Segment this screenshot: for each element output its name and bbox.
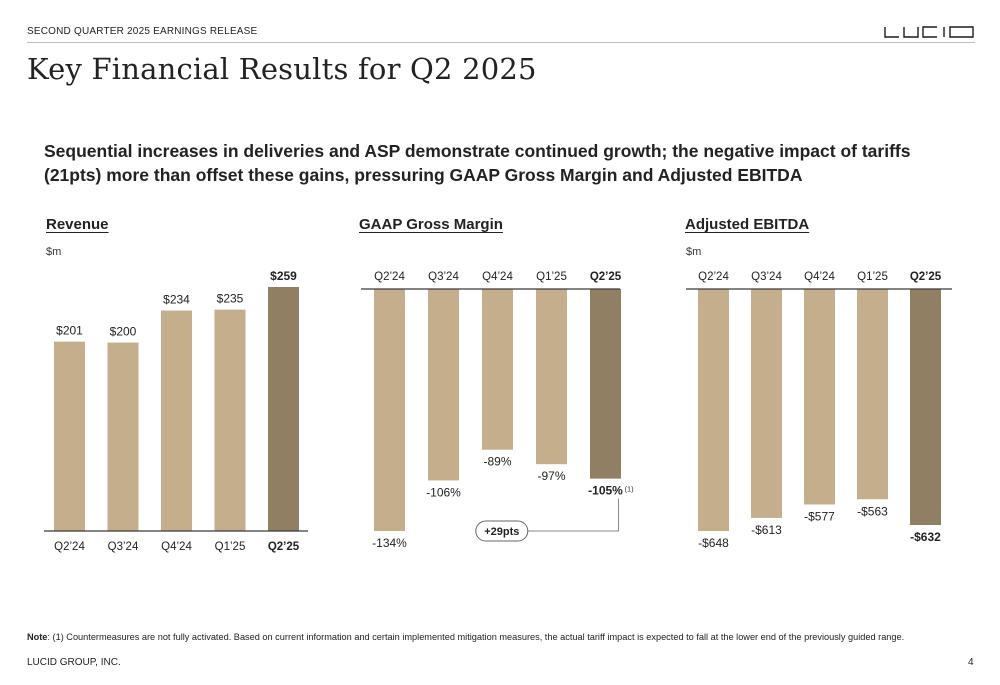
- gross-margin-tick-label: Q4’24: [482, 271, 513, 283]
- gross-margin-data-label: -106%: [426, 485, 461, 499]
- page-number: 4: [968, 657, 974, 668]
- gross-margin-tick-label: Q2’25: [590, 271, 622, 283]
- header-divider: [27, 42, 975, 43]
- ebitda-data-label: -$613: [751, 523, 782, 537]
- revenue-tick-label: Q1’25: [215, 541, 246, 553]
- revenue-tick-label: Q2’25: [268, 541, 300, 553]
- revenue-data-label: $259: [270, 269, 297, 283]
- revenue-bar: [107, 342, 139, 531]
- ebitda-bar: [751, 289, 782, 518]
- ebitda-tick-label: Q2’24: [698, 271, 729, 283]
- gross-margin-change-pill: [475, 520, 529, 542]
- ebitda-bar: [910, 289, 941, 526]
- ebitda-tick-label: Q3’24: [751, 271, 782, 283]
- revenue-bar: [54, 341, 85, 531]
- gross-margin-data-label: -134%: [372, 536, 407, 550]
- gross-margin-tick-label: Q2’24: [374, 271, 405, 283]
- ebitda-tick-label: Q1’25: [857, 271, 888, 283]
- revenue-bar: [161, 310, 192, 531]
- revenue-data-label: $235: [217, 292, 244, 306]
- revenue-tick-label: Q3’24: [108, 541, 139, 553]
- gross-margin-bar: [482, 289, 513, 450]
- revenue-tick-label: Q2’24: [54, 541, 85, 553]
- revenue-data-label: $201: [56, 324, 83, 338]
- company-name: LUCID GROUP, INC.: [27, 657, 121, 668]
- revenue-bar: [268, 287, 299, 531]
- revenue-bar: [214, 309, 246, 531]
- footnote: Note: (1) Countermeasures are not fully …: [27, 632, 904, 642]
- gross-margin-data-label: -89%: [483, 455, 511, 469]
- ebitda-title: Adjusted EBITDA: [685, 216, 810, 233]
- ebitda-tick-label: Q2’25: [910, 271, 942, 283]
- release-label: SECOND QUARTER 2025 EARNINGS RELEASE: [27, 26, 258, 37]
- ebitda-data-label: -$648: [698, 536, 729, 550]
- gross-margin-tick-label: Q3’24: [428, 271, 459, 283]
- gross-margin-bar: [536, 289, 567, 465]
- ebitda-tick-label: Q4’24: [804, 271, 835, 283]
- revenue-data-label: $234: [163, 293, 190, 307]
- page-title: Key Financial Results for Q2 2025: [27, 52, 537, 86]
- revenue-title: Revenue: [46, 216, 109, 233]
- revenue-unit: $m: [46, 246, 62, 258]
- ebitda-data-label: -$632: [910, 530, 941, 544]
- gross-margin-bar: [590, 289, 621, 479]
- gross-margin-data-label: -97%: [537, 469, 565, 483]
- ebitda-unit: $m: [686, 246, 702, 258]
- ebitda-data-label: -$577: [804, 509, 835, 523]
- ebitda-bar: [857, 289, 888, 500]
- gross-margin-tick-label: Q1’25: [536, 271, 567, 283]
- headline: Sequential increases in deliveries and A…: [44, 141, 911, 185]
- note-text: : (1) Countermeasures are not fully acti…: [47, 632, 905, 642]
- gross-margin-title: GAAP Gross Margin: [359, 216, 503, 233]
- ebitda-data-label: -$563: [857, 504, 888, 518]
- gross-margin-bar: [374, 289, 405, 531]
- revenue-data-label: $200: [110, 325, 137, 339]
- revenue-tick-label: Q4’24: [161, 541, 192, 553]
- ebitda-bar: [698, 289, 729, 531]
- gross-margin-footnote-marker: (1): [625, 485, 635, 494]
- gross-margin-connector: [527, 498, 619, 532]
- ebitda-bar: [804, 289, 835, 505]
- lucid-logo: [884, 26, 974, 38]
- gross-margin-data-label: -105%: [588, 484, 623, 498]
- note-label: Note: [27, 632, 48, 642]
- gross-margin-bar: [428, 289, 459, 481]
- gross-margin-change-label: +29pts: [484, 526, 519, 538]
